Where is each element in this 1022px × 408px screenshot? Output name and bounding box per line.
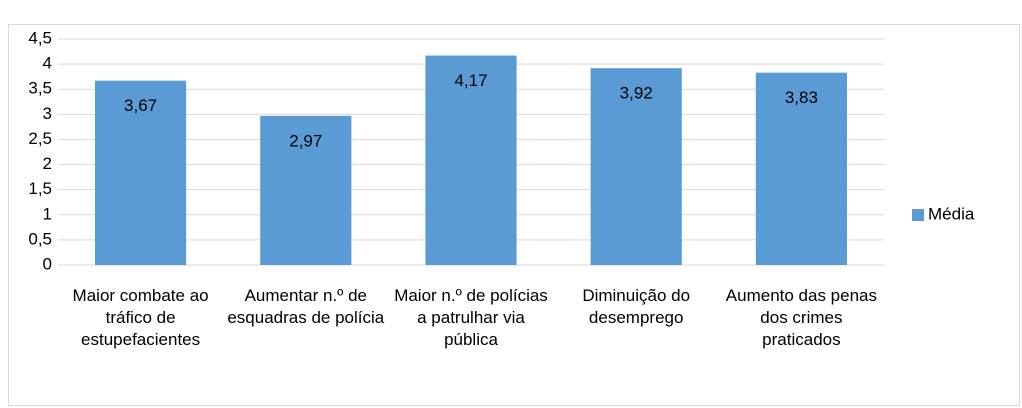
data-label: 3,92 (620, 84, 653, 103)
data-label: 2,97 (289, 131, 322, 150)
x-tick-label: Diminuição do desemprego (582, 286, 691, 327)
y-tick-label: 2 (43, 154, 52, 173)
y-tick-label: 3 (43, 104, 52, 123)
x-tick-label: Aumentar n.º de esquadras de polícia (227, 286, 385, 327)
bar (95, 80, 187, 265)
data-label: 4,17 (454, 71, 487, 90)
bar (590, 68, 682, 265)
data-label: 3,67 (124, 96, 157, 115)
bar (425, 55, 517, 265)
x-tick-label: Aumento das penas dos crimes praticados (725, 286, 877, 349)
data-label: 3,83 (785, 88, 818, 107)
y-tick-label: 0 (43, 254, 52, 273)
y-tick-label: 1 (43, 204, 52, 223)
legend-swatch (912, 209, 924, 221)
y-tick-label: 4,5 (28, 28, 52, 47)
y-tick-label: 0,5 (28, 229, 52, 248)
chart-border (8, 24, 1020, 406)
y-tick-label: 4 (43, 54, 52, 73)
bar (260, 115, 352, 265)
y-tick-label: 1,5 (28, 179, 52, 198)
y-tick-label: 2,5 (28, 129, 52, 148)
x-tick-label: Maior combate ao tráfico de estupefacien… (72, 286, 209, 349)
y-tick-label: 3,5 (28, 79, 52, 98)
bar (755, 72, 847, 265)
x-tick-label: Maior n.º de polícias a patrulhar via pú… (394, 286, 548, 349)
legend-label: Média (928, 204, 975, 223)
